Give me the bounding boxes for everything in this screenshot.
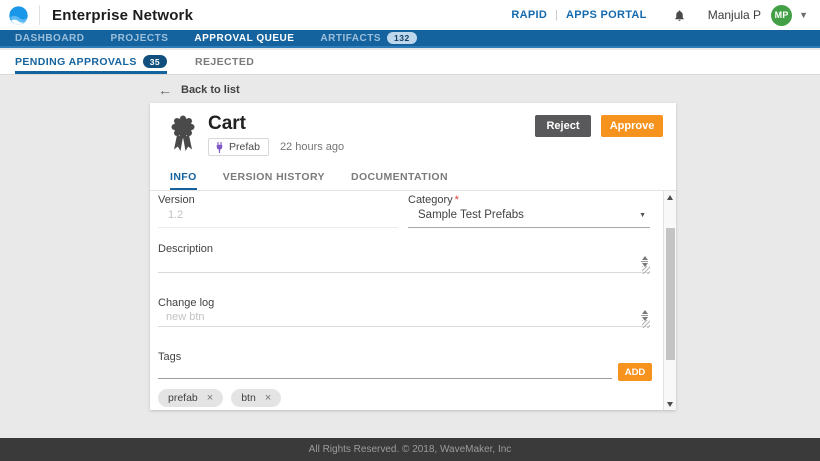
remove-tag-icon[interactable]: × [206,392,214,404]
page-footer: All Rights Reserved. © 2018, WaveMaker, … [0,438,820,461]
scroll-down-icon[interactable] [664,398,676,410]
artifacts-count-badge: 132 [387,32,417,44]
approve-button[interactable]: Approve [601,115,663,137]
link-separator: | [555,9,558,21]
tags-label: Tags [158,351,182,363]
wavemaker-logo-icon [9,5,28,25]
spinner-icon[interactable] [641,310,648,321]
category-select[interactable]: Sample Test Prefabs ▼ [408,207,650,228]
info-form: Version 1.2 Category * Sample Test Prefab… [150,191,676,410]
reject-button[interactable]: Reject [535,115,591,137]
nav-item-approval-queue[interactable]: APPROVAL QUEUE [194,32,295,44]
resize-grip-icon[interactable] [642,266,650,274]
content-scrollbar[interactable] [663,191,676,410]
nav-item-dashboard[interactable]: DASHBOARD [15,32,85,44]
award-ribbon-icon [171,115,195,151]
scroll-up-icon[interactable] [664,191,676,203]
user-menu-chevron-down-icon[interactable]: ▼ [799,10,808,20]
artifact-title: Cart [208,113,247,134]
tab-version-history[interactable]: VERSION HISTORY [222,170,325,183]
top-header: Enterprise Network RAPID | APPS PORTAL M… [0,0,820,30]
tab-info[interactable]: INFO [170,165,197,190]
sub-nav: PENDING APPROVALS 35 REJECTED [0,50,820,75]
header-divider [39,5,40,25]
back-arrow-icon: ← [158,82,172,98]
description-textarea[interactable] [158,253,650,274]
detail-tabs: INFO VERSION HISTORY DOCUMENTATION [150,165,676,191]
add-tag-button[interactable]: ADD [618,363,652,381]
back-to-list-link[interactable]: ← Back to list [158,82,240,98]
copyright-text: All Rights Reserved. © 2018, WaveMaker, … [308,444,512,455]
resize-grip-icon[interactable] [642,320,650,328]
plug-icon [216,141,223,153]
user-avatar[interactable]: MP [771,4,793,26]
time-ago: 22 hours ago [279,141,345,153]
spinner-icon[interactable] [641,256,648,267]
tag-chips: prefab × btn × [158,389,289,407]
required-asterisk: * [454,194,459,206]
tab-pending-approvals[interactable]: PENDING APPROVALS 35 [15,50,167,74]
apps-portal-link[interactable]: APPS PORTAL [565,9,647,21]
tab-documentation[interactable]: DOCUMENTATION [350,170,448,183]
approval-detail-card: Cart Prefab 22 hours ago Reject Approve … [150,103,676,410]
nav-item-projects[interactable]: PROJECTS [110,32,169,44]
changelog-label: Change log [158,297,215,309]
notifications-bell-icon[interactable] [673,8,686,23]
description-label: Description [158,243,214,255]
tab-rejected[interactable]: REJECTED [195,55,255,68]
prefab-type-chip: Prefab [208,138,269,156]
tag-chip-btn[interactable]: btn × [231,389,282,407]
artifact-meta: Prefab 22 hours ago [208,138,344,156]
scrollbar-thumb[interactable] [666,228,675,360]
changelog-textarea[interactable]: new btn [158,307,650,328]
version-label: Version [158,194,195,206]
tags-input[interactable] [158,378,612,379]
nav-item-artifacts[interactable]: ARTIFACTS 132 [320,32,417,44]
main-nav: DASHBOARD PROJECTS APPROVAL QUEUE ARTIFA… [0,30,820,48]
rapid-link[interactable]: RAPID [511,9,548,21]
category-label: Category * [408,194,459,206]
app-title: Enterprise Network [52,6,194,24]
pending-count-badge: 35 [142,55,167,68]
select-caret-icon: ▼ [639,211,646,219]
remove-tag-icon[interactable]: × [264,392,272,404]
user-name: Manjula P [707,8,762,22]
tag-chip-prefab[interactable]: prefab × [158,389,224,407]
version-field: 1.2 [158,207,398,228]
